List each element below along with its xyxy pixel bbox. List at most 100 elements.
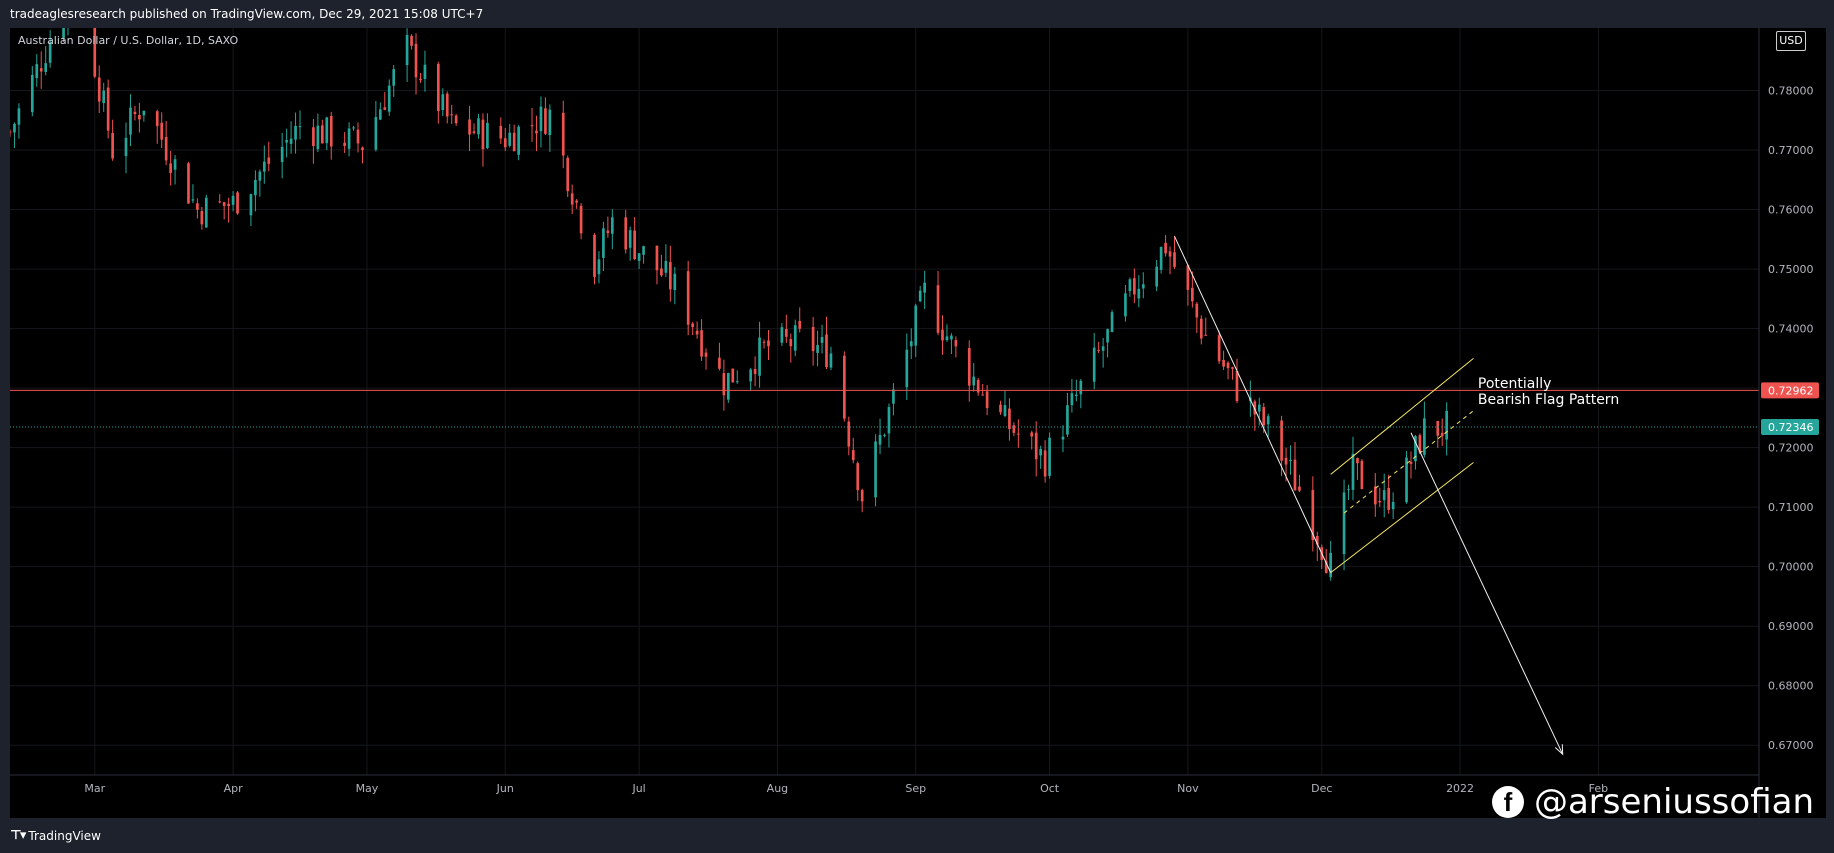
candle-down: [655, 245, 659, 271]
candle-up: [820, 337, 824, 343]
candle-down: [981, 394, 984, 396]
candle-down: [718, 357, 721, 369]
candle-down: [320, 125, 324, 144]
candle-down: [941, 329, 944, 341]
candle-up: [294, 125, 297, 140]
candle-down: [436, 64, 440, 111]
candle-up: [1066, 405, 1069, 435]
candle-up: [664, 260, 668, 273]
candle-up: [262, 161, 266, 172]
candle-up: [249, 194, 253, 216]
candle-up: [1257, 404, 1261, 412]
candle-down: [169, 163, 172, 173]
candle-down: [138, 115, 141, 120]
candle-down: [200, 211, 204, 225]
candle-up: [637, 253, 641, 261]
candle-up: [758, 337, 761, 376]
candle-down: [133, 111, 137, 115]
candle-down: [936, 285, 940, 333]
price-tick-label: 0.70000: [1768, 561, 1814, 574]
watermark: f @arseniussofian: [1491, 779, 1814, 825]
candle-down: [762, 341, 766, 343]
candle-up: [950, 335, 953, 340]
time-tick-label: Feb: [1589, 782, 1608, 795]
candle-down: [356, 129, 360, 144]
candle-up: [905, 349, 909, 388]
candle-up: [48, 42, 52, 63]
candle-up: [1101, 346, 1105, 351]
price-tick-label: 0.68000: [1768, 680, 1814, 693]
candle-down: [566, 157, 570, 192]
price-tick-label: 0.69000: [1768, 620, 1814, 633]
candle-up: [1414, 436, 1417, 462]
candle-up: [780, 327, 784, 343]
candle-up: [13, 123, 16, 133]
time-tick-label: 2022: [1446, 782, 1474, 795]
candle-down: [1280, 420, 1283, 461]
candle-down: [1418, 435, 1422, 453]
candle-down: [481, 119, 485, 150]
candle-down: [1378, 501, 1382, 503]
time-tick-label: Jul: [631, 782, 645, 795]
time-tick-label: Dec: [1311, 782, 1332, 795]
candle-up: [1405, 457, 1408, 503]
facebook-icon: f: [1491, 786, 1524, 818]
candle-down: [312, 127, 315, 147]
candle-down: [512, 132, 516, 152]
candle-down: [1231, 367, 1234, 369]
candle-down: [530, 125, 534, 127]
candle-down: [535, 130, 538, 134]
time-tick-label: Apr: [224, 782, 244, 795]
candle-down: [668, 261, 672, 290]
footer-bar: ⊤▾ TradingView: [0, 818, 1834, 853]
candle-down: [575, 200, 578, 203]
candle-down: [624, 217, 628, 250]
candle-up: [1351, 453, 1355, 490]
candle-down: [1034, 432, 1038, 460]
candle-down: [445, 93, 449, 117]
candle-up: [405, 35, 409, 66]
candle-down: [686, 271, 690, 325]
candle-down: [1436, 420, 1440, 436]
price-axis[interactable]: 0.780000.770000.760000.750000.740000.730…: [1761, 84, 1819, 752]
candle-down: [1235, 371, 1239, 402]
last-price-label: 0.72346: [1768, 421, 1814, 434]
horizontal-line-price-label-bg: [1761, 382, 1819, 399]
candle-down: [1173, 252, 1176, 267]
candle-down: [798, 320, 802, 329]
candle-down: [731, 368, 735, 383]
candle-up: [1391, 501, 1395, 510]
candle-down: [164, 137, 168, 161]
candle-up: [1124, 293, 1127, 317]
candle-down: [633, 230, 636, 259]
candle-down: [227, 203, 230, 207]
candle-down: [1043, 450, 1047, 477]
candle-up: [918, 290, 922, 302]
candle-down: [450, 114, 454, 116]
candle-up: [673, 273, 677, 291]
time-tick-label: Aug: [767, 782, 788, 795]
candle-up: [17, 108, 21, 125]
time-tick-label: Sep: [905, 782, 926, 795]
candle-down: [1440, 432, 1444, 436]
candle-up: [1039, 449, 1042, 456]
candle-down: [1373, 486, 1377, 505]
currency-button[interactable]: USD: [1776, 31, 1806, 51]
candle-down: [1097, 349, 1101, 351]
candle-up: [30, 74, 34, 113]
tradingview-logo[interactable]: ⊤▾ TradingView: [10, 828, 101, 843]
candle-down: [97, 77, 101, 102]
candle-down: [1324, 561, 1328, 574]
chart-panel[interactable]: Potentially Bearish Flag Pattern 0.78000 0…: [10, 28, 1826, 818]
candle-down: [343, 142, 346, 146]
candle-up: [945, 336, 949, 341]
candle-up: [892, 389, 895, 404]
candle-up: [735, 381, 739, 383]
candle-down: [999, 404, 1002, 413]
candle-up: [378, 109, 382, 120]
candle-up: [597, 259, 601, 275]
time-axis[interactable]: Mar Apr May Jun Jul Aug Sep Oct Nov Dec 2022 Feb: [84, 782, 1608, 795]
candle-up: [508, 132, 512, 146]
candle-down: [160, 122, 164, 140]
